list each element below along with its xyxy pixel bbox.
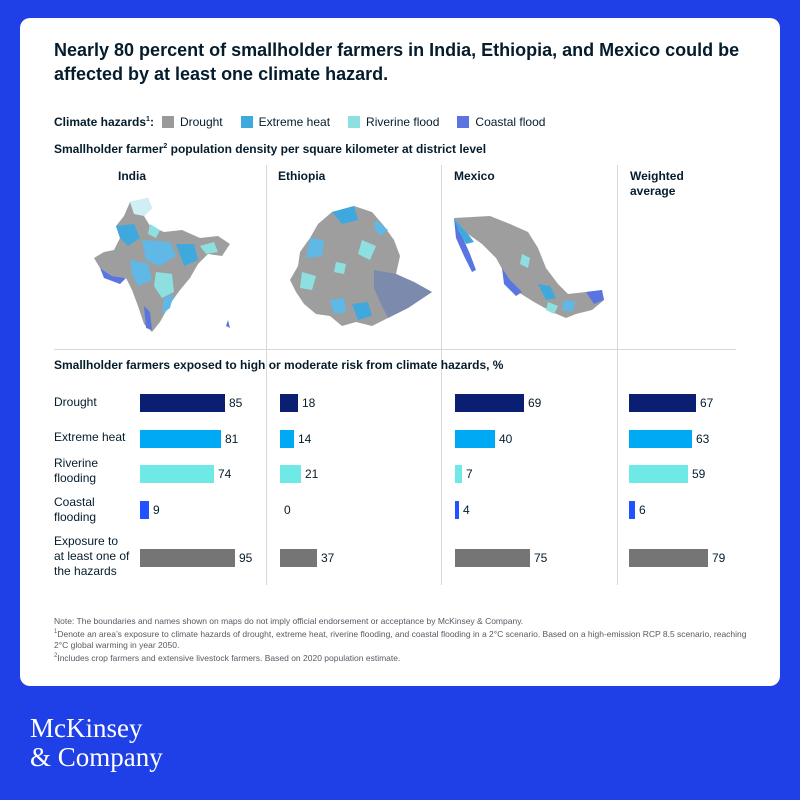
- bar-value-label: 40: [499, 432, 513, 446]
- bar-value-label: 6: [639, 503, 646, 517]
- bar-value-label: 21: [305, 467, 319, 481]
- footnote-2: 2Includes crop farmers and extensive liv…: [54, 652, 401, 663]
- bar-value-label: 18: [302, 396, 316, 410]
- bar-value-label: 81: [225, 432, 239, 446]
- mexico-map: [454, 216, 604, 318]
- bar-value-label: 63: [696, 432, 710, 446]
- column-header-ethiopia: Ethiopia: [278, 169, 326, 183]
- bar-value-label: 37: [321, 551, 335, 565]
- column-header-weighted-average: Weighted average: [630, 169, 684, 198]
- bar-india-exposure-to-at-least-one-of-the-hazards: [140, 549, 235, 567]
- chart-subtitle: Smallholder farmers exposed to high or m…: [54, 358, 504, 372]
- bar-weighted-average-extreme-heat: [629, 430, 692, 448]
- bar-india-drought: [140, 394, 225, 412]
- bar-value-label: 9: [153, 503, 160, 517]
- bar-value-label: 74: [218, 467, 232, 481]
- chart-title: Nearly 80 percent of smallholder farmers…: [54, 40, 740, 84]
- legend-label: Climate hazards1:: [54, 115, 154, 129]
- bar-weighted-average-drought: [629, 394, 696, 412]
- bar-mexico-extreme-heat: [455, 430, 495, 448]
- legend-item-riverine-flood: Riverine flood: [348, 115, 439, 129]
- bar-india-riverine-flooding: [140, 465, 214, 483]
- bar-mexico-coastal-flooding: [455, 501, 459, 519]
- footnotes: Note: The boundaries and names shown on …: [54, 616, 754, 664]
- row-label-drought: Drought: [54, 395, 97, 409]
- column-header-mexico: Mexico: [454, 169, 495, 183]
- column-divider: [617, 165, 618, 585]
- column-divider: [441, 165, 442, 585]
- bar-value-label: 0: [284, 503, 291, 517]
- bar-value-label: 67: [700, 396, 714, 410]
- legend-swatch: [457, 116, 470, 128]
- legend-item-coastal-flood: Coastal flood: [457, 115, 545, 129]
- bar-india-coastal-flooding: [140, 501, 149, 519]
- bar-value-label: 7: [466, 467, 473, 481]
- bar-weighted-average-riverine-flooding: [629, 465, 688, 483]
- mckinsey-logo: McKinsey & Company: [30, 713, 163, 772]
- note-line: Note: The boundaries and names shown on …: [54, 616, 524, 626]
- row-label-extreme-heat: Extreme heat: [54, 430, 126, 444]
- bar-ethiopia-riverine-flooding: [280, 465, 301, 483]
- bar-ethiopia-extreme-heat: [280, 430, 294, 448]
- chart-card: Nearly 80 percent of smallholder farmers…: [20, 18, 780, 686]
- legend-item-extreme-heat: Extreme heat: [240, 115, 330, 129]
- section-divider: [54, 349, 736, 350]
- row-label-coastal-flooding: Coastal flooding: [54, 495, 97, 524]
- bar-mexico-riverine-flooding: [455, 465, 462, 483]
- column-divider: [266, 165, 267, 585]
- legend-swatch: [348, 116, 361, 128]
- bar-value-label: 79: [712, 551, 726, 565]
- bar-value-label: 69: [528, 396, 542, 410]
- bar-value-label: 4: [463, 503, 470, 517]
- india-map: [94, 198, 230, 332]
- legend-swatch: [240, 116, 253, 128]
- bar-weighted-average-coastal-flooding: [629, 501, 635, 519]
- bar-weighted-average-exposure-to-at-least-one-of-the-hazards: [629, 549, 708, 567]
- bar-value-label: 14: [298, 432, 312, 446]
- row-label-riverine-flooding: Riverine flooding: [54, 456, 99, 485]
- legend: Climate hazards1: Drought Extreme heat R…: [54, 115, 563, 129]
- bar-ethiopia-drought: [280, 394, 298, 412]
- bar-india-extreme-heat: [140, 430, 221, 448]
- bar-ethiopia-exposure-to-at-least-one-of-the-hazards: [280, 549, 317, 567]
- bar-mexico-exposure-to-at-least-one-of-the-hazards: [455, 549, 530, 567]
- bar-value-label: 95: [239, 551, 253, 565]
- bar-mexico-drought: [455, 394, 524, 412]
- ethiopia-map: [290, 206, 432, 326]
- row-label-exposure-any: Exposure to at least one of the hazards: [54, 534, 130, 578]
- legend-swatch: [161, 116, 174, 128]
- bar-value-label: 75: [534, 551, 548, 565]
- legend-item-drought: Drought: [161, 115, 223, 129]
- footnote-1: 1Denote an area’s exposure to climate ha…: [54, 628, 747, 650]
- bar-value-label: 59: [692, 467, 706, 481]
- column-header-india: India: [118, 169, 147, 183]
- maps-subtitle: Smallholder farmer2 population density p…: [54, 142, 487, 156]
- bar-value-label: 85: [229, 396, 243, 410]
